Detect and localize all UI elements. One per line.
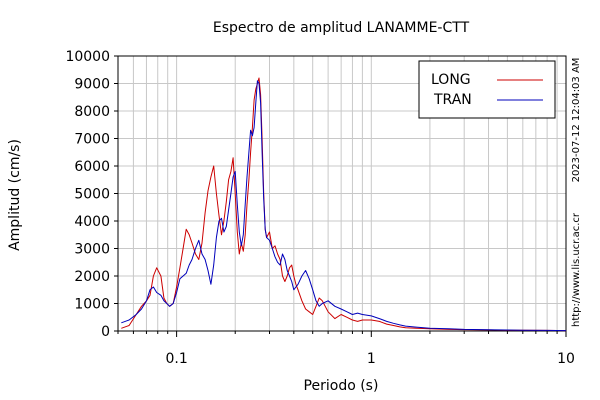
legend: LONG TRAN	[418, 60, 556, 119]
source-url-label: http://www.lis.ucr.ac.cr	[571, 212, 582, 327]
chart-title: Espectro de amplitud LANAMME-CTT	[213, 20, 470, 36]
series-line-long	[121, 77, 567, 332]
y-tick-label: 4000	[74, 214, 110, 230]
y-tick-label: 3000	[74, 242, 110, 258]
x-tick-label: 1	[367, 351, 376, 367]
y-axis-label: Amplitud (cm/s)	[7, 139, 23, 251]
timestamp-label: 2023-07-12 12:04:03 AM	[571, 58, 582, 183]
y-tick-label: 1000	[74, 297, 110, 313]
y-tick-label: 6000	[74, 159, 110, 175]
y-tick-label: 7000	[74, 132, 110, 148]
legend-label-tran: TRAN	[433, 92, 472, 108]
x-axis-label: Periodo (s)	[304, 378, 379, 394]
x-tick-label: 0.1	[165, 351, 187, 367]
y-tick-label: 8000	[74, 104, 110, 120]
y-tick-label: 0	[101, 324, 110, 340]
x-tick-label: 10	[557, 351, 575, 367]
legend-box	[418, 60, 556, 119]
y-tick-label: 2000	[74, 269, 110, 285]
legend-label-long: LONG	[431, 72, 471, 88]
series-layer	[121, 77, 567, 332]
axis-ticks: 0100020003000400050006000700080009000100…	[65, 49, 574, 367]
y-tick-label: 9000	[74, 77, 110, 93]
y-tick-label: 10000	[65, 49, 110, 65]
series-line-tran	[121, 80, 567, 332]
y-tick-label: 5000	[74, 187, 110, 203]
